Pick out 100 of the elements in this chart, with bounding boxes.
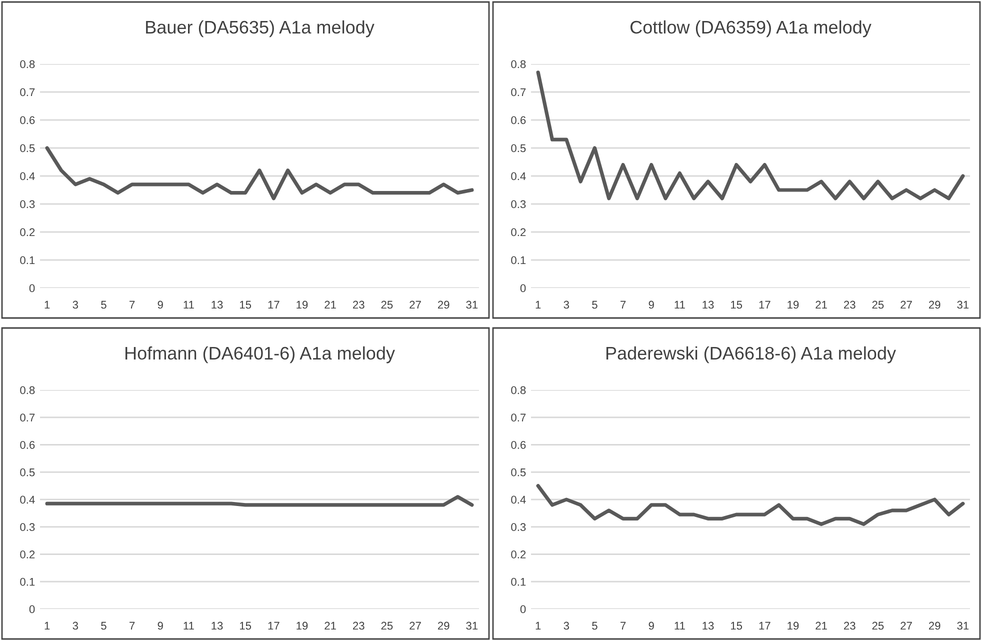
y-tick-label: 0.5 <box>20 468 35 476</box>
x-tick-label: 19 <box>788 300 799 309</box>
y-tick-label: 0 <box>520 284 526 292</box>
y-tick-label: 0.5 <box>20 144 35 152</box>
x-tick-label: 25 <box>381 622 393 630</box>
y-tick-label: 0 <box>29 284 35 292</box>
x-tick-label: 17 <box>268 622 280 630</box>
x-tick-label: 23 <box>353 300 364 309</box>
chart-title: Bauer (DA5635) A1a melody <box>146 20 374 38</box>
x-tick-label: 27 <box>900 300 912 309</box>
x-tick-label: 21 <box>816 622 827 630</box>
x-tick-label: 1 <box>44 300 50 309</box>
x-tick-label: 3 <box>564 622 570 630</box>
x-tick-label: 13 <box>212 622 223 630</box>
x-tick-label: 17 <box>759 300 770 309</box>
chart-title: Hofmann (DA6401-6) A1a melody <box>126 346 395 364</box>
x-tick-label: 11 <box>674 300 685 309</box>
x-tick-label: 7 <box>620 300 626 309</box>
line-series <box>536 484 965 526</box>
x-tick-label: 21 <box>324 622 336 630</box>
y-tick-label: 0.8 <box>511 386 526 394</box>
x-tick-label: 19 <box>296 622 308 630</box>
y-tick-label: 0.4 <box>511 172 526 180</box>
x-tick-label: 3 <box>72 622 78 630</box>
y-tick-label: 0.2 <box>20 228 35 236</box>
line-series <box>536 70 965 200</box>
x-tick-label: 19 <box>296 300 308 309</box>
y-tick-label: 0.6 <box>511 116 526 124</box>
x-tick-label: 19 <box>788 622 799 630</box>
x-tick-label: 1 <box>536 300 541 309</box>
x-tick-label: 21 <box>324 300 336 309</box>
y-tick-label: 0.3 <box>20 523 35 532</box>
x-tick-label: 25 <box>872 300 884 309</box>
x-tick-label: 11 <box>184 622 194 630</box>
x-tick-label: 31 <box>466 622 478 630</box>
x-tick-label: 27 <box>900 622 912 630</box>
x-tick-label: 31 <box>957 622 969 630</box>
x-tick-label: 23 <box>844 622 856 630</box>
x-tick-label: 23 <box>844 300 856 309</box>
x-tick-label: 5 <box>592 622 598 630</box>
x-tick-label: 27 <box>410 622 421 630</box>
y-tick-label: 0.7 <box>20 414 35 422</box>
x-tick-label: 3 <box>564 300 570 309</box>
x-tick-label: 5 <box>101 300 106 309</box>
y-tick-label: 0.7 <box>511 414 526 422</box>
y-tick-label: 0 <box>520 605 526 614</box>
y-tick-label: 0.8 <box>511 60 526 68</box>
x-tick-label: 1 <box>536 622 541 630</box>
x-tick-label: 29 <box>438 622 450 630</box>
x-tick-label: 7 <box>130 300 135 309</box>
y-tick-label: 0.3 <box>511 523 526 532</box>
y-tick-label: 0.4 <box>20 496 35 504</box>
y-tick-label: 0.6 <box>20 116 35 124</box>
x-tick-label: 31 <box>957 300 969 309</box>
x-tick-label: 15 <box>731 300 742 309</box>
x-tick-label: 31 <box>466 300 478 309</box>
x-tick-label: 11 <box>184 300 194 309</box>
y-tick-label: 0.2 <box>20 550 35 558</box>
x-tick-label: 3 <box>72 300 78 309</box>
x-tick-label: 13 <box>212 300 223 309</box>
y-tick-label: 0.1 <box>511 256 526 264</box>
x-tick-label: 29 <box>928 622 940 630</box>
x-tick-label: 5 <box>592 300 598 309</box>
x-tick-label: 5 <box>101 622 106 630</box>
y-tick-label: 0.1 <box>20 578 35 586</box>
x-tick-label: 21 <box>816 300 827 309</box>
y-tick-label: 0.7 <box>511 88 526 96</box>
y-tick-label: 0.3 <box>511 200 526 208</box>
x-tick-label: 9 <box>158 622 163 630</box>
x-tick-label: 15 <box>731 622 742 630</box>
x-tick-label: 29 <box>438 300 450 309</box>
x-tick-label: 17 <box>268 300 280 309</box>
y-tick-label: 0.7 <box>20 88 35 96</box>
y-tick-label: 0.4 <box>511 496 526 504</box>
y-tick-label: 0.8 <box>20 60 35 68</box>
x-tick-label: 9 <box>648 300 654 309</box>
y-tick-label: 0 <box>29 605 35 614</box>
chart-title: Paderewski (DA6618-6) A1a melody <box>606 346 896 364</box>
x-tick-label: 15 <box>240 300 252 309</box>
y-tick-label: 0.6 <box>511 441 526 449</box>
y-tick-label: 0.1 <box>20 256 35 264</box>
x-tick-label: 15 <box>240 622 252 630</box>
y-tick-label: 0.6 <box>20 441 35 449</box>
x-tick-label: 7 <box>620 622 626 630</box>
x-tick-label: 1 <box>44 622 50 630</box>
x-tick-label: 23 <box>353 622 364 630</box>
x-tick-label: 13 <box>702 300 714 309</box>
x-tick-label: 9 <box>648 622 654 630</box>
x-tick-label: 29 <box>928 300 940 309</box>
x-tick-label: 27 <box>410 300 421 309</box>
y-tick-label: 0.3 <box>20 200 35 208</box>
y-tick-label: 0.5 <box>511 468 526 476</box>
y-tick-label: 0.2 <box>511 550 526 558</box>
chart-title: Cottlow (DA6359) A1a melody <box>630 20 872 38</box>
x-tick-label: 9 <box>158 300 163 309</box>
line-series <box>45 146 474 200</box>
y-tick-label: 0.4 <box>20 172 35 180</box>
x-tick-label: 13 <box>702 622 714 630</box>
x-tick-label: 7 <box>130 622 135 630</box>
y-tick-label: 0.1 <box>511 578 526 586</box>
